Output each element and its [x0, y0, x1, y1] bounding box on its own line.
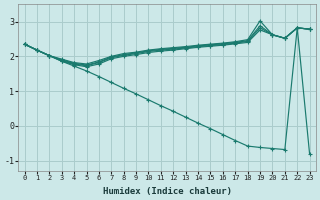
- X-axis label: Humidex (Indice chaleur): Humidex (Indice chaleur): [103, 187, 232, 196]
